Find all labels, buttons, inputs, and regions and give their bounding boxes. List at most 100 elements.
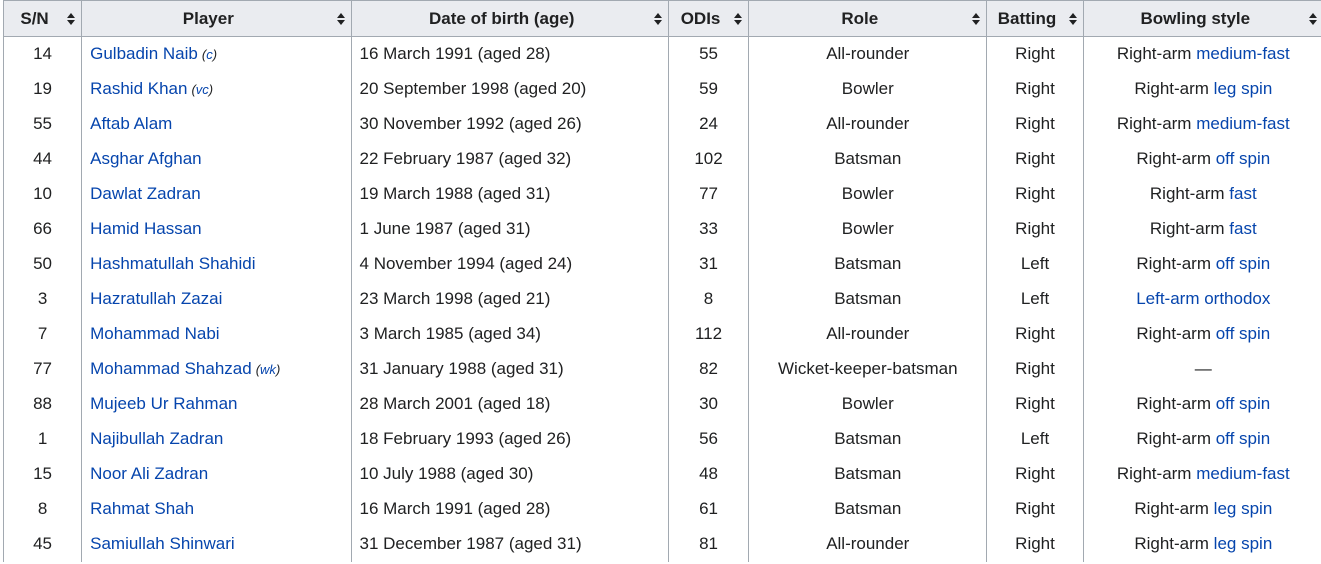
shirt-number-cell: 50 (2, 246, 83, 282)
table-row: 7 Mohammad Nabi 3 March 1985 (aged 34) 112 A… (2, 316, 1321, 352)
bowling-style-cell: Right-arm medium-fast (1082, 106, 1321, 142)
player-link[interactable]: Noor Ali Zadran (90, 464, 209, 483)
odis-cell: 55 (667, 36, 750, 72)
bowling-style-text: Right-arm (1136, 149, 1216, 168)
player-link[interactable]: Samiullah Shinwari (90, 534, 235, 553)
date-of-birth-cell: 28 March 2001 (aged 18) (350, 386, 669, 422)
bowling-style-cell: Right-arm off spin (1082, 316, 1321, 352)
player-link[interactable]: Mujeeb Ur Rahman (90, 394, 238, 413)
player-link[interactable]: Rahmat Shah (90, 499, 195, 518)
shirt-number-cell: 44 (2, 141, 83, 177)
odis-cell: 112 (667, 316, 750, 352)
player-link[interactable]: Hamid Hassan (90, 219, 202, 238)
sort-icon[interactable] (972, 12, 981, 25)
player-cell: Najibullah Zadran (81, 421, 352, 457)
column-header-label: Bowling style (1140, 8, 1251, 28)
odis-cell: 61 (667, 491, 750, 527)
date-of-birth-cell: 22 February 1987 (aged 32) (350, 141, 669, 177)
bowling-style-text: Right-arm (1149, 219, 1230, 238)
bowling-style-text: Right-arm (1136, 324, 1216, 343)
sort-icon[interactable] (1309, 12, 1317, 25)
bowling-style-link[interactable]: medium-fast (1196, 114, 1290, 133)
column-header-sn[interactable]: S/N (2, 0, 83, 37)
column-header-label: S/N (20, 8, 49, 28)
captaincy-tag: (vc) (191, 82, 214, 97)
player-link[interactable]: Najibullah Zadran (90, 429, 224, 448)
bowling-style-link[interactable]: medium-fast (1196, 44, 1290, 64)
column-header-batting[interactable]: Batting (986, 0, 1084, 37)
bowling-style-text: Right-arm (1136, 254, 1216, 273)
player-link[interactable]: Hashmatullah Shahidi (90, 254, 256, 273)
column-header-dob[interactable]: Date of birth (age) (350, 0, 669, 37)
bowling-style-link[interactable]: off spin (1215, 254, 1271, 273)
column-header-player[interactable]: Player (81, 0, 352, 37)
captaincy-tag-link[interactable]: vc (195, 82, 209, 97)
bowling-style-link[interactable]: fast (1229, 219, 1257, 238)
player-link[interactable]: Aftab Alam (90, 114, 173, 133)
bowling-style-link[interactable]: leg spin (1213, 79, 1273, 98)
sort-icon[interactable] (1068, 12, 1077, 25)
odis-cell: 33 (667, 211, 750, 247)
bowling-style-cell: Right-arm off spin (1082, 246, 1321, 282)
player-link[interactable]: Dawlat Zadran (90, 184, 201, 203)
sort-icon[interactable] (67, 12, 76, 25)
bowling-style-link[interactable]: leg spin (1213, 534, 1273, 553)
date-of-birth-cell: 31 December 1987 (aged 31) (350, 526, 669, 562)
player-link[interactable]: Rashid Khan (90, 79, 188, 98)
bowling-style-cell: — (1082, 351, 1321, 387)
batting-cell: Left (986, 246, 1084, 282)
batting-cell: Right (986, 351, 1084, 387)
column-header-label: Player (182, 8, 234, 28)
player-link[interactable]: Mohammad Shahzad (90, 359, 252, 378)
bowling-style-link[interactable]: off spin (1215, 149, 1271, 168)
table-row: 3 Hazratullah Zazai 23 March 1998 (aged 21… (2, 281, 1321, 317)
sort-icon[interactable] (734, 12, 743, 25)
batting-cell: Right (986, 106, 1084, 142)
captaincy-tag-link[interactable]: c (206, 47, 213, 63)
column-header-label: Date of birth (age) (429, 8, 575, 28)
date-of-birth-cell: 16 March 1991 (aged 28) (350, 491, 669, 527)
odis-cell: 30 (667, 386, 750, 422)
column-header-odis[interactable]: ODIs (667, 0, 750, 37)
role-cell: Batsman (748, 456, 988, 492)
player-cell: Gulbadin Naib (c) (81, 36, 352, 72)
batting-cell: Left (986, 421, 1084, 457)
column-header-label: ODIs (680, 8, 721, 28)
bowling-style-link[interactable]: off spin (1215, 324, 1271, 343)
player-link[interactable]: Gulbadin Naib (90, 44, 198, 64)
sort-icon[interactable] (653, 12, 662, 25)
header-row: S/N Player Date of birth (age) ODIs Role… (2, 0, 1321, 37)
player-link[interactable]: Mohammad Nabi (90, 324, 220, 343)
sort-icon[interactable] (336, 12, 345, 25)
role-cell: Wicket-keeper-batsman (748, 351, 988, 387)
table-row: 77 Mohammad Shahzad (wk) 31 January 1988 (a… (2, 351, 1321, 387)
bowling-style-link[interactable]: fast (1229, 184, 1257, 203)
player-link[interactable]: Hazratullah Zazai (90, 289, 223, 308)
bowling-style-cell: Right-arm leg spin (1082, 526, 1321, 562)
bowling-style-link[interactable]: off spin (1215, 394, 1271, 413)
player-link[interactable]: Asghar Afghan (90, 149, 202, 168)
captaincy-tag-link[interactable]: wk (260, 362, 276, 377)
player-cell: Noor Ali Zadran (81, 456, 352, 492)
role-cell: Bowler (748, 71, 988, 107)
player-cell: Mohammad Nabi (81, 316, 352, 352)
batting-cell: Right (986, 211, 1084, 247)
bowling-style-text: Right-arm (1134, 79, 1214, 98)
bowling-style-link[interactable]: medium-fast (1196, 464, 1290, 483)
bowling-style-link[interactable]: off spin (1215, 429, 1271, 448)
column-header-bowling[interactable]: Bowling style (1082, 0, 1321, 37)
shirt-number-cell: 66 (2, 211, 83, 247)
batting-cell: Right (986, 176, 1084, 212)
odis-cell: 24 (667, 106, 750, 142)
bowling-style-text: Right-arm (1116, 464, 1197, 483)
column-header-label: Role (841, 8, 879, 28)
bowling-style-link[interactable]: leg spin (1213, 499, 1273, 518)
odis-cell: 8 (667, 281, 750, 317)
shirt-number-cell: 1 (2, 421, 83, 457)
shirt-number-cell: 10 (2, 176, 83, 212)
bowling-style-link[interactable]: Left-arm orthodox (1136, 289, 1271, 308)
role-cell: Batsman (748, 491, 988, 527)
column-header-role[interactable]: Role (748, 0, 988, 37)
bowling-style-cell: Right-arm fast (1082, 211, 1321, 247)
date-of-birth-cell: 1 June 1987 (aged 31) (350, 211, 669, 247)
